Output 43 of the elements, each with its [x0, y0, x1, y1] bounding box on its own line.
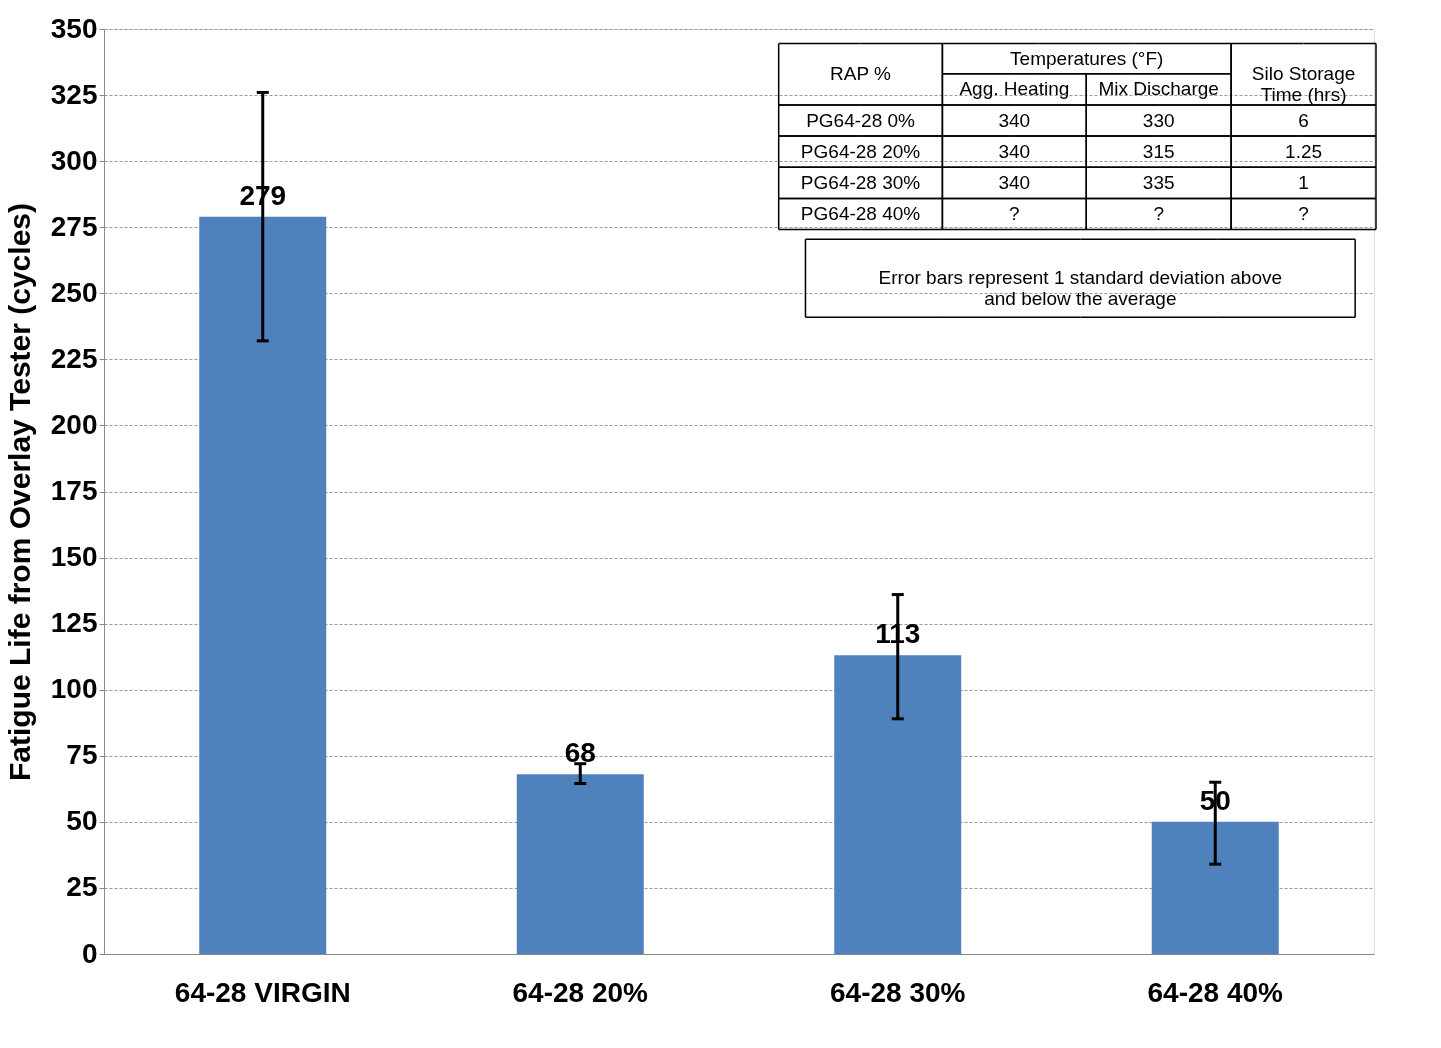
annotation: 315 [1142, 140, 1175, 162]
y-tick-label: 325 [50, 78, 98, 110]
annotation: 1.25 [1285, 140, 1323, 162]
y-tick-label: 75 [66, 739, 98, 771]
annotation: ? [1009, 203, 1020, 224]
x-tick-label: 64-28 30% [830, 976, 966, 1008]
y-tick-label: 100 [50, 673, 98, 705]
annotation: ? [1298, 203, 1309, 224]
y-tick-label: 225 [50, 342, 98, 374]
y-tick-label: 125 [50, 607, 98, 639]
data-label: 68 [564, 737, 596, 769]
annotation: PG64-28 30% [800, 171, 921, 193]
y-tick-label: 0 [81, 937, 98, 969]
annotation: 340 [998, 109, 1031, 131]
annotation: Temperatures (°F) [1010, 47, 1164, 69]
annotation: Silo Storage Time (hrs) [1251, 63, 1356, 106]
annotation: 340 [998, 140, 1031, 162]
annotation: RAP % [830, 63, 892, 85]
y-tick-label: 175 [50, 475, 98, 506]
y-tick-label: 150 [50, 541, 98, 573]
x-tick-label: 64-28 40% [1147, 976, 1284, 1008]
y-tick-label: 200 [50, 408, 98, 440]
annotation: 6 [1298, 109, 1309, 131]
annotation: 330 [1142, 109, 1175, 131]
annotation: PG64-28 20% [800, 140, 921, 162]
annotation: 340 [998, 171, 1031, 193]
annotation: 335 [1142, 171, 1175, 193]
annotation: Error bars represent 1 standard deviation above and below the average [878, 267, 1283, 310]
x-tick-label: 64-28 20% [512, 976, 649, 1008]
annotation: PG64-28 40% [800, 203, 921, 224]
annotation: ? [1153, 203, 1164, 224]
y-tick-label: 350 [50, 12, 98, 44]
annotation: Agg. Heating [959, 78, 1070, 100]
y-tick-label: 50 [66, 805, 98, 837]
y-tick-label: 300 [50, 144, 98, 176]
y-axis-title: Fatigue Life from Overlay Tester (cycles) [2, 203, 36, 781]
x-tick-label: 64-28 VIRGIN [174, 976, 351, 1008]
y-tick-label: 275 [50, 210, 98, 242]
annotation: 1 [1298, 171, 1309, 193]
y-tick-label: 250 [50, 276, 98, 308]
y-tick-label: 25 [66, 871, 98, 903]
annotation: PG64-28 0% [806, 109, 916, 131]
annotation: Mix Discharge [1098, 78, 1219, 100]
